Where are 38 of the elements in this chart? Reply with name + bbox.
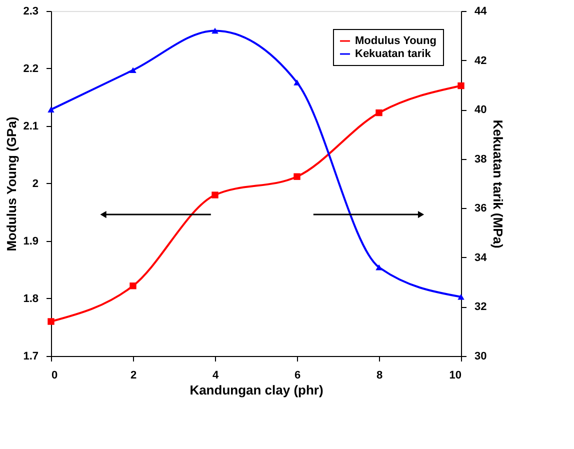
- point: [458, 82, 464, 90]
- y-tick-label: 2: [32, 178, 38, 190]
- point: [130, 67, 136, 74]
- y-tick-label: 1.8: [23, 293, 38, 305]
- y2-tick-label: 34: [474, 252, 488, 264]
- y-tick-label: 1.9: [23, 236, 38, 248]
- legend-label: Kekuatan tarik: [355, 48, 432, 60]
- point: [294, 173, 300, 180]
- y2-tick-label: 30: [474, 350, 487, 362]
- y-axis-title: Modulus Young (GPa): [4, 116, 20, 252]
- x-tick-label: 8: [376, 370, 383, 382]
- point: [130, 282, 136, 290]
- x-tick-label: 2: [130, 370, 137, 382]
- y2-axis-title: Kekuatan tarik (MPa): [490, 120, 506, 248]
- y2-tick-label: 40: [474, 104, 487, 116]
- y2-tick-label: 38: [474, 153, 487, 166]
- x-tick-label: 6: [294, 370, 301, 382]
- point: [376, 109, 382, 116]
- x-tick-label: 4: [212, 370, 220, 382]
- point: [212, 192, 218, 198]
- point: [376, 264, 382, 270]
- y2-tick-label: 42: [474, 54, 487, 67]
- y2-tick-label: 32: [474, 301, 487, 314]
- legend-label: Modulus Young: [355, 35, 436, 47]
- point: [48, 318, 54, 325]
- y-tick-label: 2.2: [23, 63, 38, 75]
- x-tick-label: 10: [449, 370, 462, 382]
- point: [212, 28, 218, 34]
- y-tick-label: 2.3: [23, 6, 38, 18]
- y-tick-label: 2.1: [23, 120, 38, 132]
- point: [458, 294, 464, 300]
- x-tick-label: 0: [52, 370, 58, 382]
- y2-tick-label: 44: [474, 6, 488, 18]
- point: [294, 80, 300, 86]
- y2-tick-label: 36: [474, 202, 487, 215]
- y-tick-label: 1.7: [23, 350, 38, 362]
- point: [48, 106, 54, 112]
- x-axis-title: Kandungan clay (phr): [190, 382, 324, 398]
